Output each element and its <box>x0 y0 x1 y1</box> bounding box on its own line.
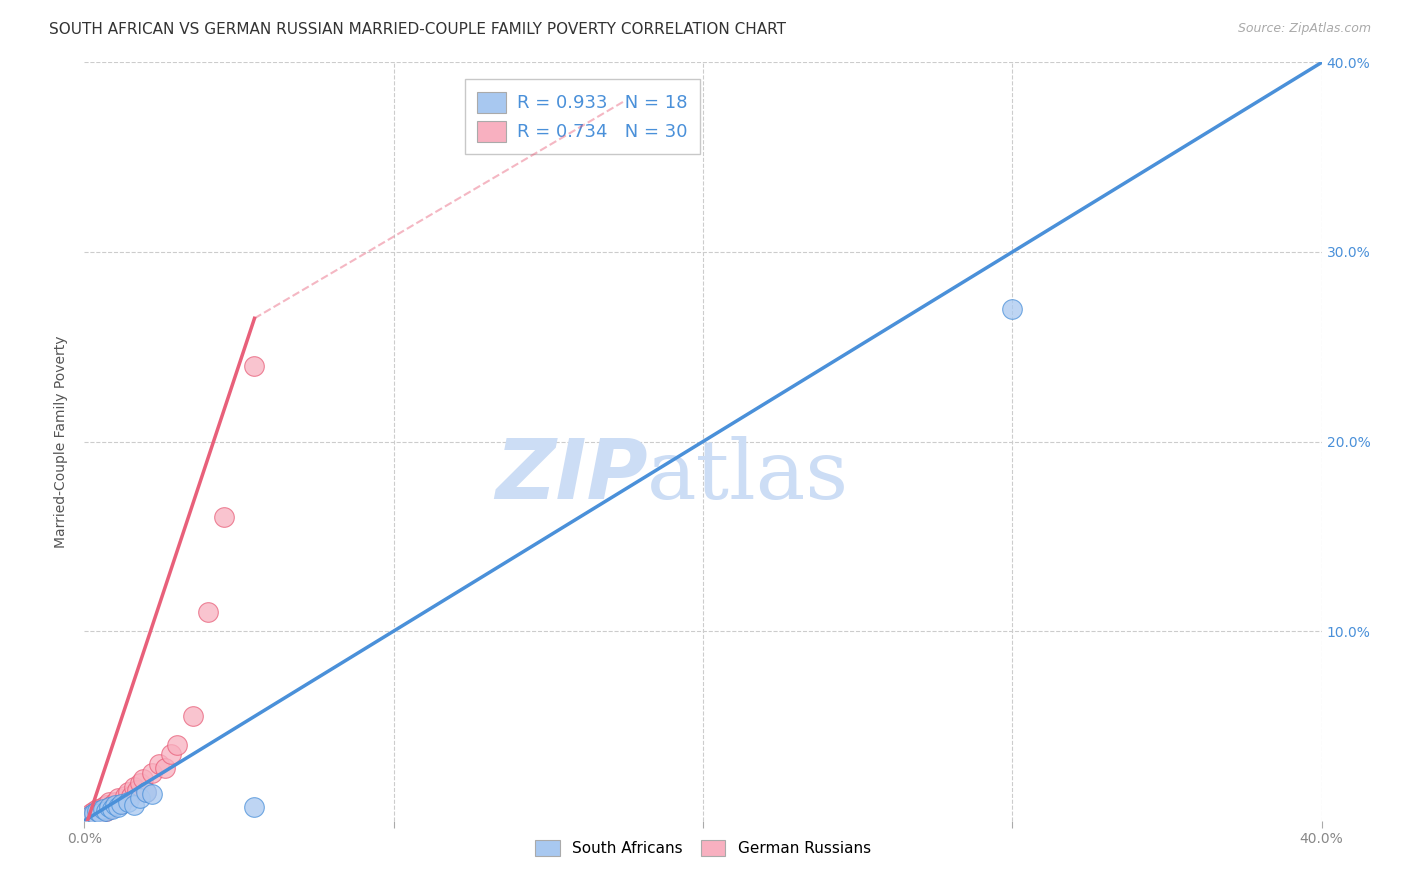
Point <box>141 766 163 780</box>
Point <box>122 780 145 794</box>
Text: atlas: atlas <box>647 435 849 516</box>
Point <box>120 789 142 803</box>
Point <box>212 510 235 524</box>
Text: Source: ZipAtlas.com: Source: ZipAtlas.com <box>1237 22 1371 36</box>
Point <box>101 798 124 813</box>
Point <box>86 804 108 818</box>
Point <box>181 709 204 723</box>
Point <box>243 359 266 373</box>
Point <box>104 798 127 813</box>
Point <box>110 797 132 811</box>
Point <box>141 787 163 801</box>
Point <box>101 802 124 816</box>
Point <box>122 798 145 813</box>
Point <box>1001 301 1024 316</box>
Point <box>107 791 129 805</box>
Point <box>166 738 188 752</box>
Point <box>86 802 108 816</box>
Point <box>98 802 121 816</box>
Y-axis label: Married-Couple Family Poverty: Married-Couple Family Poverty <box>55 335 69 548</box>
Point <box>129 791 152 805</box>
Point <box>89 806 111 821</box>
Point <box>98 800 121 814</box>
Point <box>125 783 148 797</box>
Text: ZIP: ZIP <box>495 435 647 516</box>
Point <box>135 785 157 799</box>
Point <box>83 806 105 821</box>
Point <box>107 800 129 814</box>
Point <box>91 802 114 816</box>
Point <box>83 804 105 818</box>
Point <box>153 760 176 774</box>
Point <box>104 795 127 809</box>
Point <box>129 776 152 790</box>
Point <box>114 789 136 803</box>
Legend: South Africans, German Russians: South Africans, German Russians <box>529 834 877 863</box>
Point <box>91 800 114 814</box>
Point <box>94 798 117 813</box>
Point <box>243 800 266 814</box>
Point <box>148 756 170 771</box>
Point <box>135 785 157 799</box>
Point <box>94 804 117 818</box>
Point <box>132 772 155 786</box>
Point <box>98 795 121 809</box>
Point <box>79 806 101 821</box>
Point <box>117 795 139 809</box>
Point <box>110 797 132 811</box>
Point <box>160 747 183 762</box>
Point <box>89 806 111 821</box>
Point <box>117 785 139 799</box>
Point <box>79 808 101 822</box>
Text: SOUTH AFRICAN VS GERMAN RUSSIAN MARRIED-COUPLE FAMILY POVERTY CORRELATION CHART: SOUTH AFRICAN VS GERMAN RUSSIAN MARRIED-… <box>49 22 786 37</box>
Point <box>197 605 219 619</box>
Point <box>94 804 117 818</box>
